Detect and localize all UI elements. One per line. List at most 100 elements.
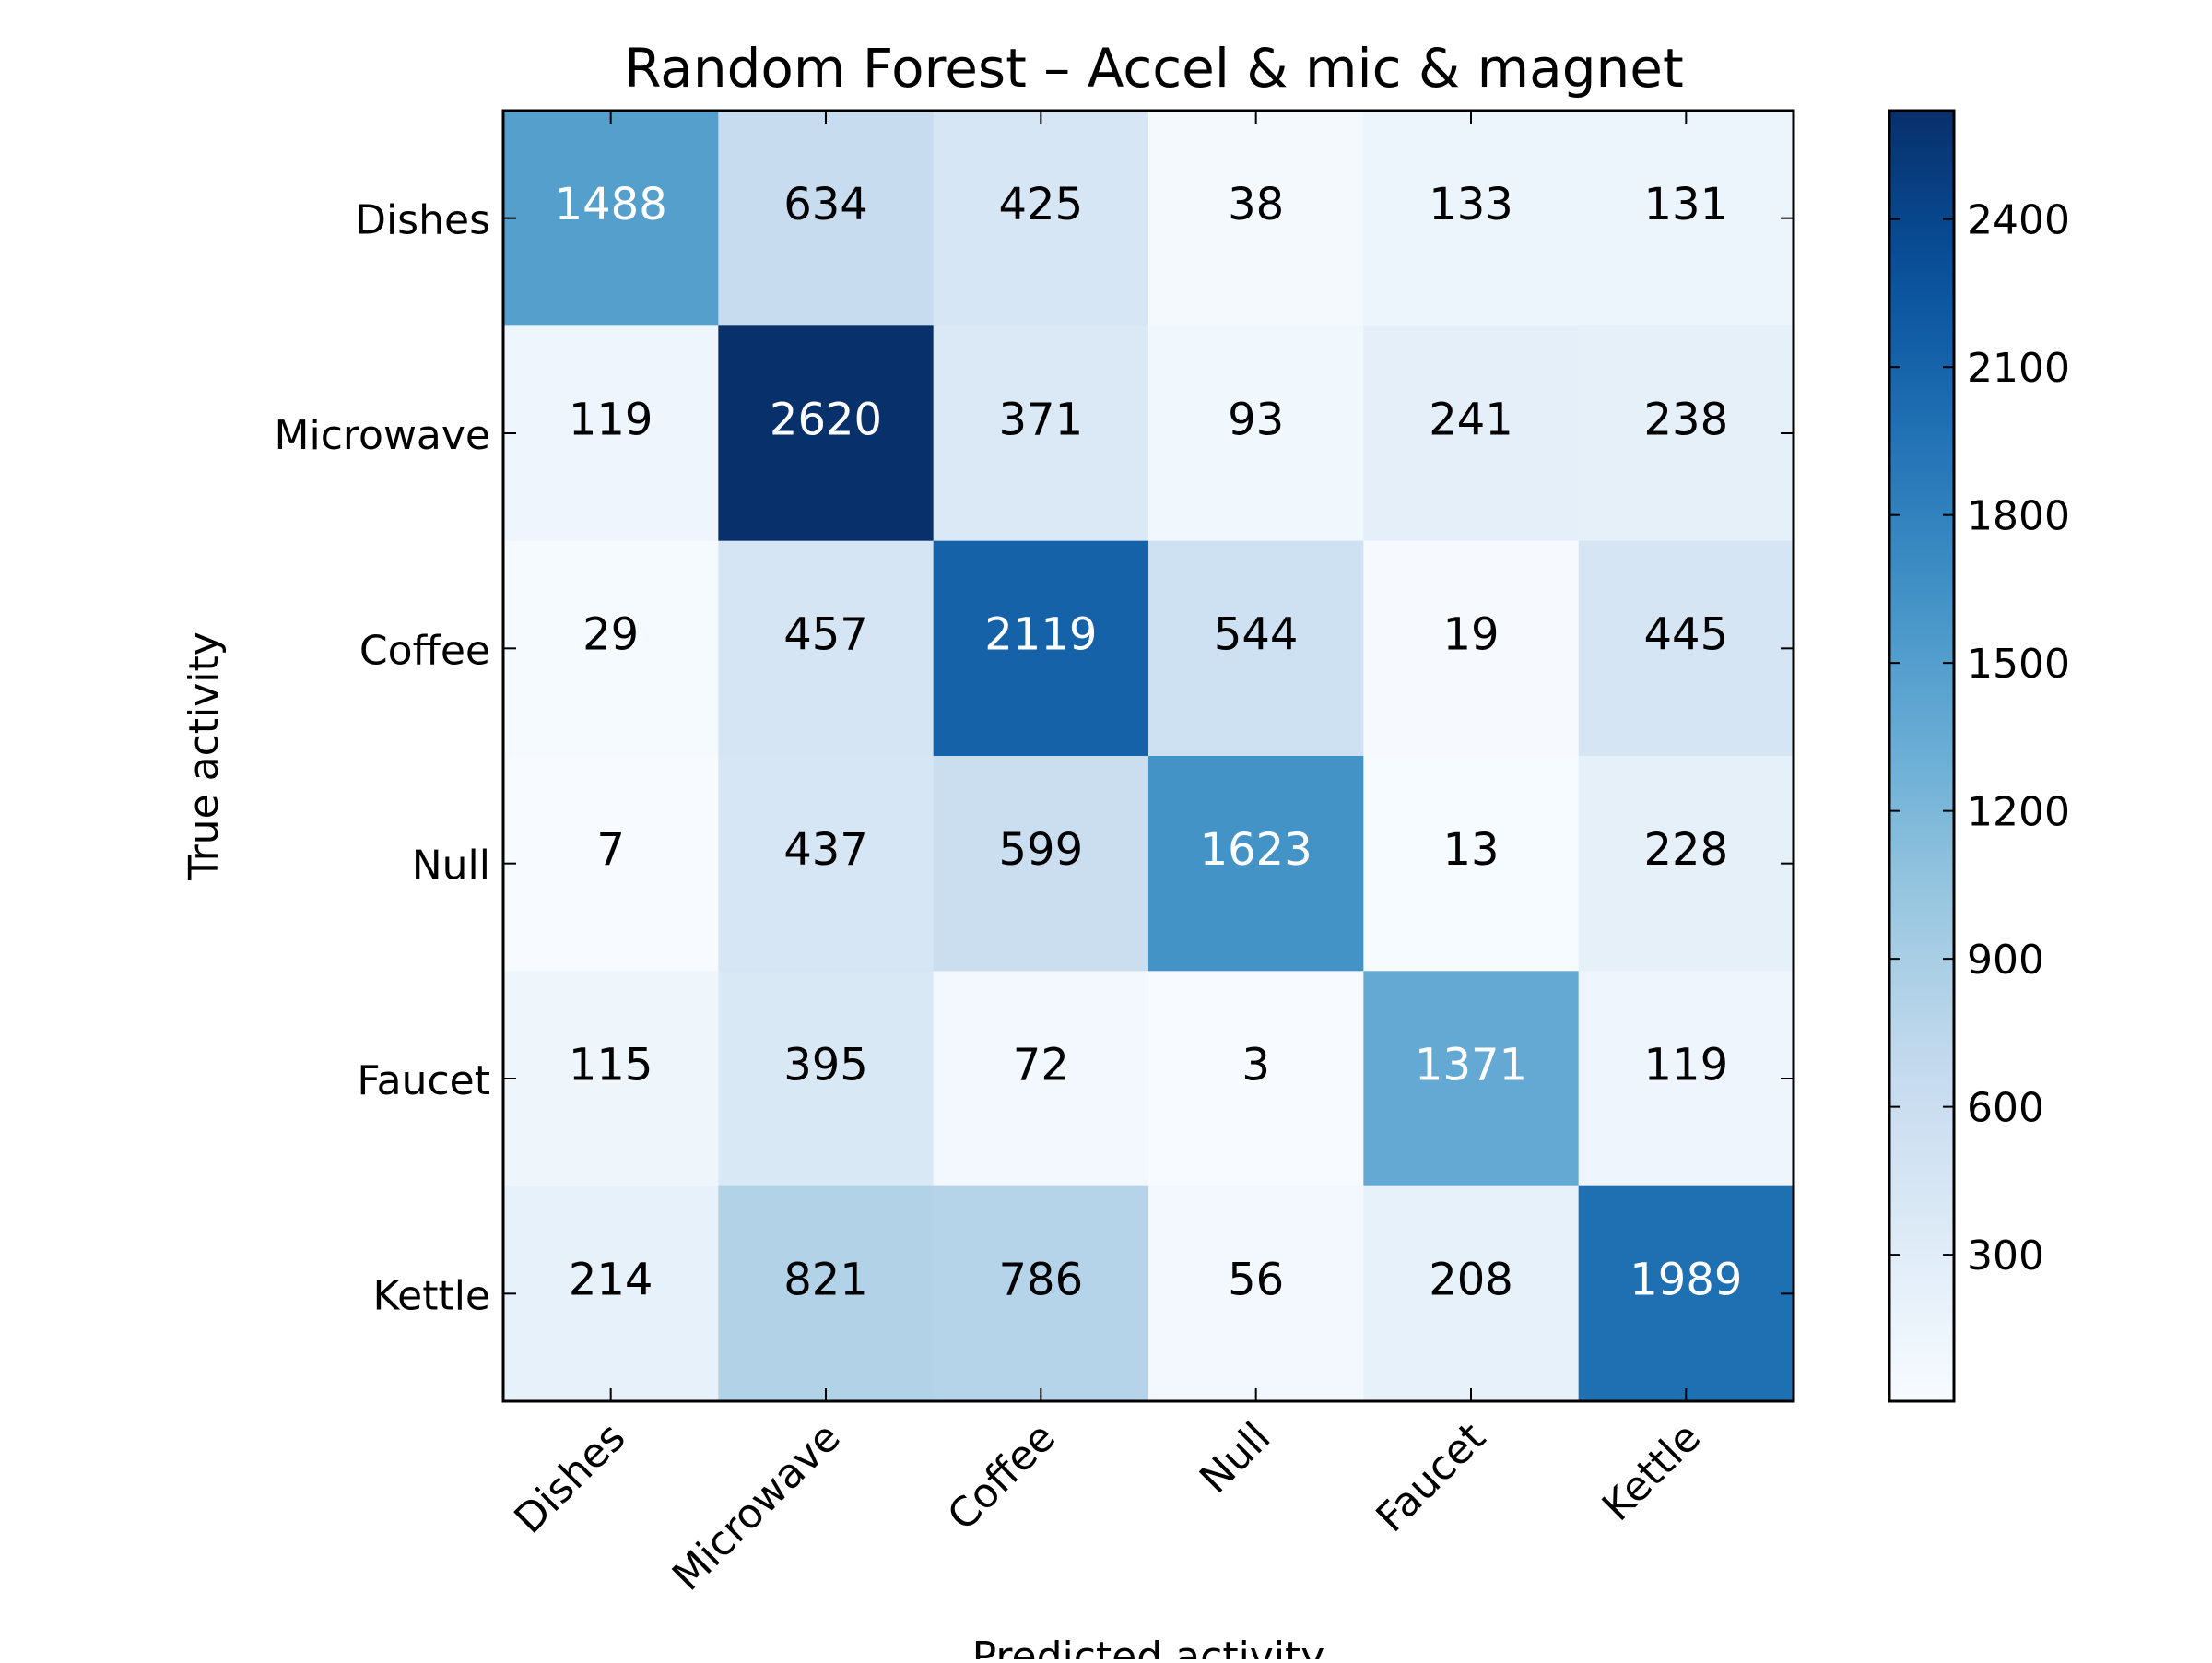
heatmap-cell [503, 540, 719, 757]
heatmap-cell [1363, 971, 1580, 1187]
y-tick-label: Faucet [357, 1057, 490, 1104]
heatmap-cell [1363, 1185, 1580, 1402]
cell-value-label: 238 [1644, 394, 1729, 445]
heatmap-cell [1363, 756, 1580, 972]
cell-value-label: 599 [999, 824, 1084, 876]
cell-value-label: 119 [1644, 1039, 1729, 1091]
cell-value-label: 1623 [1200, 824, 1312, 876]
heatmap-cell [1578, 971, 1794, 1187]
cell-value-label: 3 [1241, 1039, 1270, 1091]
heatmap-cell [1578, 325, 1794, 542]
cell-value-label: 7 [596, 824, 625, 876]
cell-value-label: 544 [1214, 609, 1299, 661]
cell-value-label: 115 [569, 1039, 653, 1091]
heatmap-cell [503, 325, 719, 542]
cell-value-label: 1371 [1415, 1039, 1527, 1091]
colorbar-tick-label: 1800 [1967, 493, 2070, 540]
cell-value-label: 56 [1228, 1255, 1284, 1306]
plot-frame [501, 109, 1795, 1403]
heatmap-cell [503, 756, 719, 972]
heatmap-cell [933, 1185, 1149, 1402]
colorbar-tick-label: 1500 [1967, 641, 2070, 688]
x-axis-label: Predicted activity [972, 1634, 1325, 1659]
heatmap-cell [1363, 325, 1580, 542]
colorbar-tick-label: 2400 [1967, 197, 2070, 244]
heatmap-cell [1148, 971, 1364, 1187]
y-tick-label: Kettle [372, 1272, 490, 1319]
colorbar [1888, 109, 1956, 1403]
y-tick-label: Microwave [275, 412, 490, 459]
heatmap-cell [933, 971, 1149, 1187]
y-tick-label: Coffee [359, 627, 490, 674]
heatmap-cell [718, 111, 935, 326]
cell-value-label: 395 [783, 1039, 868, 1091]
heatmap-cell [718, 756, 935, 972]
colorbar-tick-label: 600 [1967, 1085, 2044, 1132]
cell-value-label: 119 [569, 394, 653, 445]
cell-value-label: 241 [1429, 394, 1513, 445]
x-tick-label: Null [1191, 1414, 1279, 1503]
cell-value-label: 371 [999, 394, 1084, 445]
cell-value-label: 1488 [555, 179, 667, 230]
cell-value-label: 38 [1228, 179, 1284, 230]
heatmap-cell [1148, 1185, 1364, 1402]
heatmap-cell [503, 971, 719, 1187]
heatmap-cell [1578, 1185, 1794, 1402]
colorbar-tick-label: 1200 [1967, 789, 2070, 836]
y-tick-label: Dishes [355, 197, 490, 244]
heatmap-cell [933, 111, 1149, 326]
cell-value-label: 214 [569, 1255, 653, 1306]
colorbar-ticks: 300 600 900 1200 1500 1800 2100 2400 [1889, 197, 2070, 1280]
x-tick-label: Kettle [1594, 1414, 1710, 1530]
heatmap-cells [503, 111, 1794, 1402]
cell-value-label: 19 [1442, 609, 1499, 661]
x-tick-label: Faucet [1367, 1414, 1494, 1541]
y-tick-label: Null [412, 843, 490, 890]
cell-value-label: 821 [783, 1255, 868, 1306]
heatmap-cell [1148, 111, 1364, 326]
heatmap-cell [1148, 540, 1364, 757]
cell-value-label: 93 [1228, 394, 1284, 445]
cell-value-label: 208 [1429, 1255, 1513, 1306]
y-axis-ticks: Dishes Microwave Coffee Null Faucet Kettle [275, 197, 1794, 1319]
heatmap-cell [718, 325, 935, 542]
heatmap-cell [933, 325, 1149, 542]
cell-value-label: 2620 [770, 394, 882, 445]
cell-value-label: 131 [1644, 179, 1729, 230]
cell-value-label: 634 [783, 179, 868, 230]
cell-value-label: 228 [1644, 824, 1729, 876]
heatmap-cell [1148, 756, 1364, 972]
chart-title: Random Forest – Accel & mic & magnet [624, 37, 1683, 100]
heatmap-cell [503, 111, 719, 326]
cell-value-label: 133 [1429, 179, 1513, 230]
y-axis-label: True activity [181, 631, 228, 881]
cell-value-label: 29 [582, 609, 639, 661]
heatmap-cell [1578, 756, 1794, 972]
heatmap-cell [503, 1185, 719, 1402]
heatmap-cell [933, 756, 1149, 972]
heatmap-cell [1363, 540, 1580, 757]
heatmap-cell [1578, 111, 1794, 326]
cell-value-label: 13 [1442, 824, 1499, 876]
cell-value-label: 457 [783, 609, 868, 661]
cell-value-label: 2119 [984, 609, 1097, 661]
x-tick-label: Coffee [939, 1414, 1065, 1540]
x-tick-label: Microwave [664, 1414, 850, 1600]
cell-value-label: 1989 [1630, 1255, 1742, 1306]
colorbar-tick-label: 300 [1967, 1233, 2044, 1280]
x-tick-label: Dishes [505, 1414, 634, 1543]
cell-value-label: 425 [999, 179, 1084, 230]
heatmap-cell [718, 1185, 935, 1402]
heatmap-cell [718, 971, 935, 1187]
colorbar-tick-label: 900 [1967, 937, 2044, 984]
colorbar-tick-label: 2100 [1967, 345, 2070, 392]
heatmap-cell [718, 540, 935, 757]
cell-value-label: 437 [783, 824, 868, 876]
heatmap-cell [933, 540, 1149, 757]
cell-value-label: 786 [999, 1255, 1084, 1306]
heatmap-cell [1363, 111, 1580, 326]
heatmap-cell [1148, 325, 1364, 542]
